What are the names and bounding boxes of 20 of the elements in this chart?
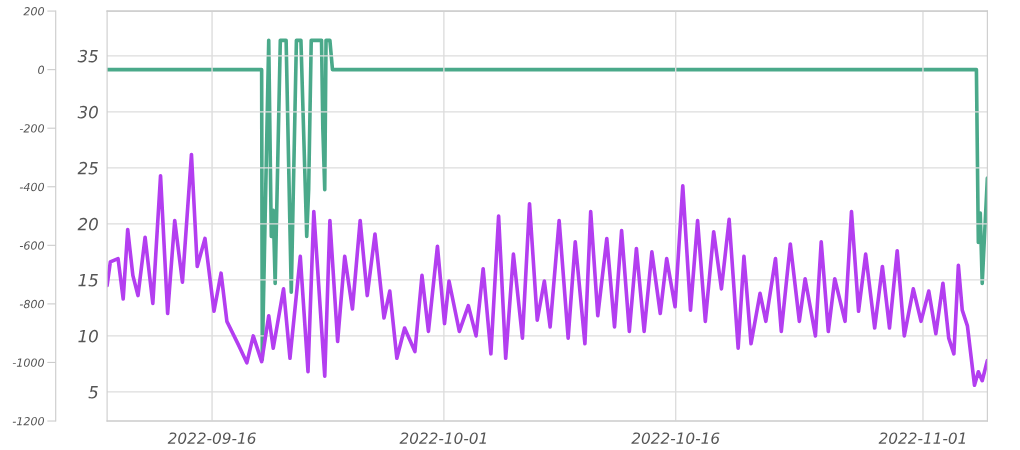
x-tick-label: 2022-11-01 bbox=[878, 432, 966, 444]
y2-tick-label: -1200 bbox=[12, 416, 45, 426]
x-tick-label: 2022-10-01 bbox=[399, 432, 486, 444]
y2-tick-label: -600 bbox=[19, 241, 45, 250]
y-tick-label: 10 bbox=[78, 329, 98, 343]
line-series bbox=[107, 152, 988, 387]
y2-tick-label: -1000 bbox=[12, 358, 45, 367]
y-tick-label: 25 bbox=[77, 161, 98, 175]
y2-tick-label: 200 bbox=[23, 7, 45, 16]
y-tick-label: 5 bbox=[88, 386, 98, 399]
x-tick-label: 2022-10-16 bbox=[631, 432, 720, 444]
y-tick-label: 35 bbox=[77, 49, 98, 63]
y2-tick-label: -400 bbox=[19, 182, 45, 192]
y2-tick-label: -200 bbox=[19, 124, 45, 133]
y2-tick-label: 0 bbox=[38, 65, 45, 75]
y-tick-label: 30 bbox=[77, 105, 98, 119]
y2-tick-label: -800 bbox=[19, 299, 45, 309]
y-tick-label: 20 bbox=[77, 217, 98, 231]
y-tick-label: 15 bbox=[78, 274, 98, 287]
x-tick-label: 2022-09-16 bbox=[167, 432, 256, 444]
